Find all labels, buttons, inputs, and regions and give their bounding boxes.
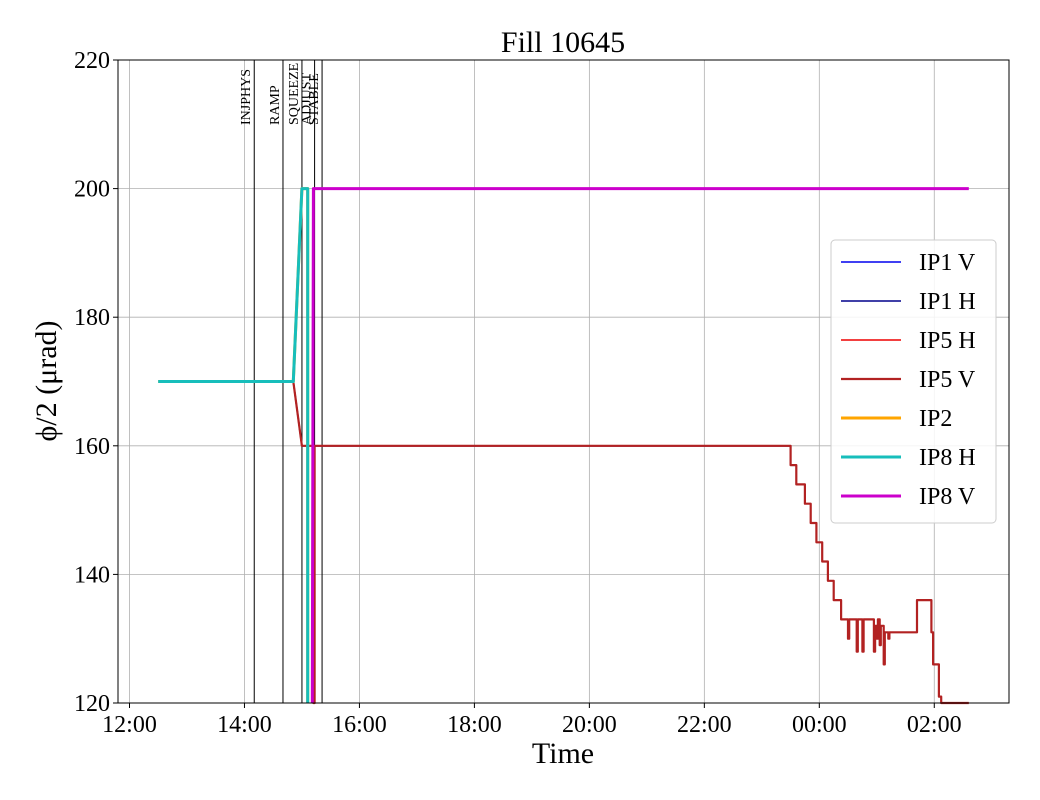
legend-label: IP5 V bbox=[919, 367, 976, 393]
x-tick-label: 18:00 bbox=[447, 712, 502, 738]
series-line bbox=[292, 381, 969, 705]
legend: IP1 V IP1 H IP5 H IP5 V IP2 IP8 H IP8 V bbox=[830, 239, 997, 524]
x-tick-label: 02:00 bbox=[907, 712, 962, 738]
legend-label: IP2 bbox=[919, 406, 952, 432]
x-tick-label: 20:00 bbox=[562, 712, 617, 738]
y-axis-label: ϕ/2 (μrad) bbox=[30, 321, 63, 442]
x-tick-label: 12:00 bbox=[102, 712, 157, 738]
y-tick-label: 180 bbox=[74, 305, 110, 331]
series-line bbox=[292, 381, 791, 447]
x-tick-label: 14:00 bbox=[217, 712, 272, 738]
y-axis: 120 140 160 180 200 220 bbox=[74, 48, 118, 717]
y-tick-label: 220 bbox=[74, 48, 110, 74]
legend-label: IP1 H bbox=[919, 289, 976, 315]
series-group bbox=[158, 187, 969, 705]
y-tick-label: 160 bbox=[74, 434, 110, 460]
legend-label: IP5 H bbox=[919, 328, 976, 354]
legend-label: IP1 V bbox=[919, 250, 976, 276]
series-line bbox=[292, 381, 791, 447]
chart-title: Fill 10645 bbox=[501, 26, 625, 59]
plot-frame bbox=[117, 59, 1010, 704]
series-line bbox=[310, 187, 969, 704]
x-axis: 12:00 14:00 16:00 18:00 20:00 22:00 00:00 02:00 bbox=[102, 703, 962, 738]
phase-label: ADJUST bbox=[300, 72, 315, 125]
phase-label: RAMP bbox=[268, 85, 283, 125]
y-tick-label: 200 bbox=[74, 177, 110, 203]
legend-label: IP8 V bbox=[919, 484, 976, 510]
series-line bbox=[158, 187, 310, 703]
legend-label: IP8 H bbox=[919, 445, 976, 471]
phase-label: STABLE bbox=[307, 73, 322, 125]
legend-box bbox=[830, 239, 997, 524]
y-tick-label: 120 bbox=[74, 691, 110, 717]
x-tick-label: 00:00 bbox=[792, 712, 847, 738]
phase-label: SQUEEZE bbox=[287, 63, 302, 125]
x-tick-label: 22:00 bbox=[677, 712, 732, 738]
phase-label: INJPHYS bbox=[239, 69, 254, 125]
series-line bbox=[292, 381, 791, 447]
x-axis-label: Time bbox=[532, 737, 594, 770]
x-tick-label: 16:00 bbox=[332, 712, 387, 738]
y-tick-label: 140 bbox=[74, 562, 110, 588]
